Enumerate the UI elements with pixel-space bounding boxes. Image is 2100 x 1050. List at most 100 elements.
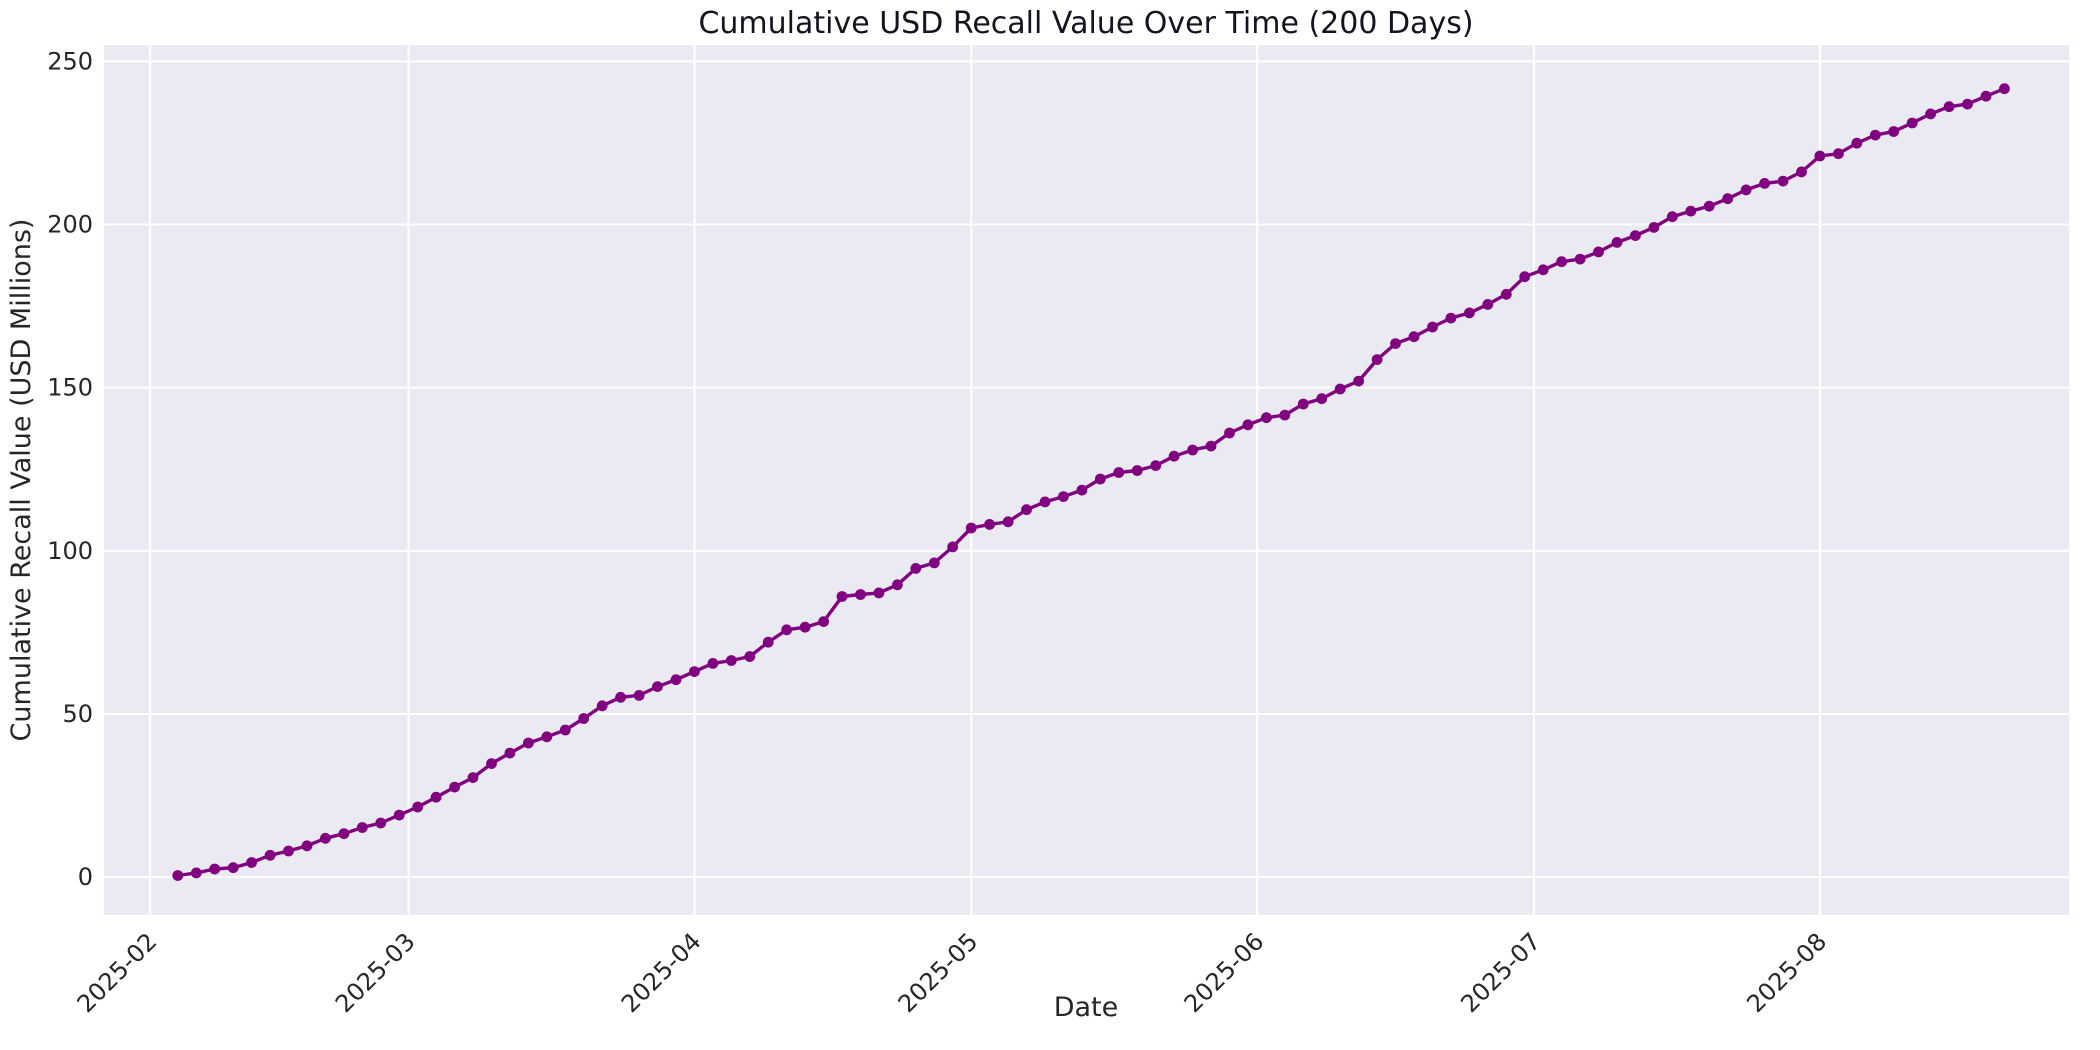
data-point-marker [1390, 338, 1401, 349]
y-axis-label: Cumulative Recall Value (USD Millions) [6, 219, 37, 742]
y-tick-label: 200 [47, 210, 93, 238]
data-point-marker [172, 870, 184, 881]
data-point-marker [1888, 126, 1900, 137]
y-tick-label: 150 [47, 374, 93, 402]
data-point-marker [523, 737, 534, 749]
data-point-marker [1556, 256, 1567, 268]
data-point-marker [1980, 90, 1992, 102]
y-tick-label: 100 [47, 537, 93, 565]
data-point-marker [689, 666, 700, 677]
data-point-marker [1925, 108, 1936, 120]
data-point-marker [1297, 398, 1309, 410]
data-point-marker [1999, 83, 2010, 95]
data-point-marker [928, 557, 940, 569]
data-point-marker [1334, 383, 1346, 395]
data-point-marker [227, 862, 239, 874]
data-point-marker [670, 674, 682, 686]
data-point-marker [1611, 237, 1623, 248]
data-point-marker [744, 651, 756, 662]
data-point-marker [1464, 307, 1475, 319]
data-point-marker [1833, 148, 1844, 160]
data-point-marker [1021, 504, 1032, 516]
data-point-marker [1039, 496, 1051, 508]
data-point-marker [1593, 246, 1604, 258]
data-point-marker [1740, 184, 1752, 196]
data-point-marker [965, 522, 977, 534]
data-point-marker [1759, 178, 1770, 189]
data-point-marker [541, 731, 553, 743]
data-point-marker [1242, 419, 1254, 431]
data-point-marker [1906, 117, 1918, 129]
data-point-marker [1131, 465, 1143, 476]
data-point-marker [504, 747, 516, 759]
data-point-marker [818, 616, 829, 627]
data-point-marker [836, 591, 848, 602]
plot-area [104, 45, 2069, 915]
data-point-marker [725, 655, 737, 666]
data-point-marker [1094, 473, 1106, 485]
data-point-marker [1371, 354, 1383, 365]
data-point-marker [1574, 253, 1586, 265]
data-point-marker [633, 690, 645, 701]
data-point-marker [1316, 393, 1328, 405]
data-point-marker [246, 857, 257, 868]
data-point-marker [1224, 427, 1235, 439]
data-point-marker [1777, 175, 1789, 187]
data-point-marker [301, 840, 313, 852]
y-tick-label: 250 [47, 47, 93, 75]
data-point-marker [984, 519, 995, 530]
data-point-marker [1113, 467, 1125, 478]
data-point-marker [615, 691, 626, 703]
x-axis-label: Date [1054, 992, 1119, 1023]
data-point-marker [1943, 101, 1955, 113]
data-point-marker [578, 713, 590, 724]
data-point-marker [1168, 450, 1180, 462]
series-line [176, 86, 2007, 878]
series-cumulative-recall [172, 83, 2010, 881]
data-point-marker [1685, 205, 1697, 217]
y-tick-label: 50 [62, 700, 93, 728]
data-point-marker [1150, 460, 1162, 471]
data-point-marker [449, 781, 460, 793]
data-point-marker [320, 832, 331, 844]
data-point-marker [1058, 491, 1069, 502]
data-point-marker [1279, 409, 1291, 421]
data-point-marker [1427, 321, 1438, 333]
data-point-marker [1353, 375, 1364, 387]
data-point-marker [467, 772, 479, 783]
data-point-marker [283, 845, 294, 857]
data-point-marker [209, 863, 221, 875]
gridlines [104, 45, 2069, 915]
data-point-marker [559, 724, 571, 736]
data-point-marker [910, 563, 922, 574]
data-point-marker [947, 541, 959, 553]
data-point-marker [652, 681, 663, 692]
data-point-marker [1002, 516, 1014, 528]
chart-title: Cumulative USD Recall Value Over Time (2… [698, 6, 1473, 41]
data-point-marker [781, 624, 793, 636]
data-point-marker [1722, 193, 1734, 205]
data-point-marker [762, 636, 774, 648]
data-point-marker [855, 589, 866, 600]
data-point-marker [1703, 200, 1715, 212]
data-point-marker [799, 621, 811, 633]
data-point-marker [1519, 271, 1531, 283]
data-point-marker [873, 587, 885, 599]
data-point-marker [264, 849, 276, 861]
data-point-marker [1408, 331, 1420, 343]
data-point-marker [1261, 412, 1272, 424]
data-point-marker [393, 809, 405, 821]
data-point-marker [707, 658, 719, 669]
data-point-marker [1537, 264, 1549, 276]
data-point-marker [375, 817, 387, 829]
data-point-marker [1648, 222, 1660, 233]
data-point-marker [1869, 129, 1881, 141]
data-point-marker [338, 828, 350, 840]
data-point-marker [1500, 288, 1512, 300]
data-point-marker [1205, 440, 1217, 452]
data-point-marker [430, 791, 442, 803]
data-point-marker [1187, 444, 1198, 456]
data-point-marker [1814, 150, 1826, 162]
